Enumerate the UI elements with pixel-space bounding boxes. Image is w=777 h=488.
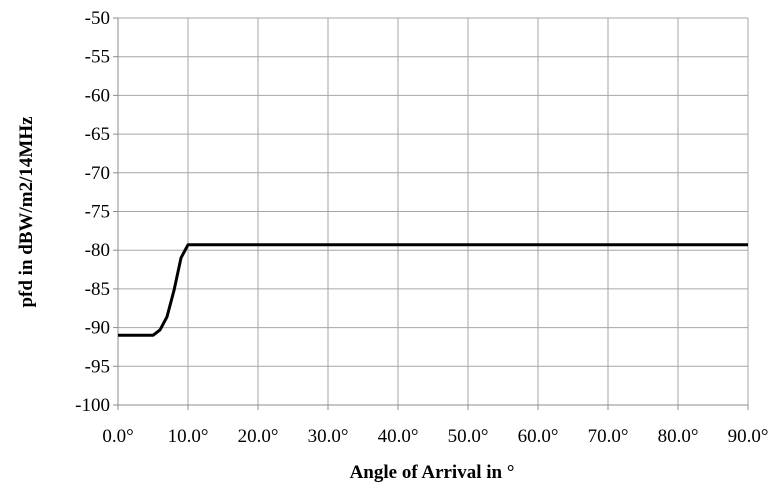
x-tick-label: 70.0° (588, 426, 629, 447)
x-axis-title: Angle of Arrival in ° (350, 462, 515, 483)
series-line (118, 243, 748, 337)
y-tick-label: -65 (85, 124, 110, 145)
x-tick-label: 30.0° (308, 426, 349, 447)
x-tick-label: 10.0° (168, 426, 209, 447)
y-tick-label: -55 (85, 47, 110, 68)
y-tick-label: -85 (85, 279, 110, 300)
series-layer (118, 243, 748, 337)
y-tick-label: -80 (85, 240, 110, 261)
x-tick-label: 40.0° (378, 426, 419, 447)
grid (117, 17, 749, 406)
x-tick-label: 0.0° (102, 426, 133, 447)
y-tick-label: -100 (75, 395, 110, 416)
x-tick-label: 90.0° (728, 426, 769, 447)
axes (113, 17, 749, 410)
x-tick-label: 50.0° (448, 426, 489, 447)
y-tick-label: -50 (85, 8, 110, 29)
y-tick-label: -95 (85, 356, 110, 377)
x-tick-label: 20.0° (238, 426, 279, 447)
x-tick-labels: 0.0° 10.0° 20.0° 30.0° 40.0° 50.0° 60.0° 70.0° 8… (102, 426, 768, 447)
y-tick-label: -75 (85, 202, 110, 223)
y-axis-title: pfd in dBW/m2/14MHz (16, 116, 37, 308)
x-tick-label: 80.0° (658, 426, 699, 447)
x-tick-label: 60.0° (518, 426, 559, 447)
y-tick-labels: -50 -55 -60 -65 -70 -75 -80 -85 -90 -95 -100 (75, 8, 110, 416)
y-tick-label: -60 (85, 85, 110, 106)
y-tick-label: -90 (85, 318, 110, 339)
y-tick-label: -70 (85, 163, 110, 184)
